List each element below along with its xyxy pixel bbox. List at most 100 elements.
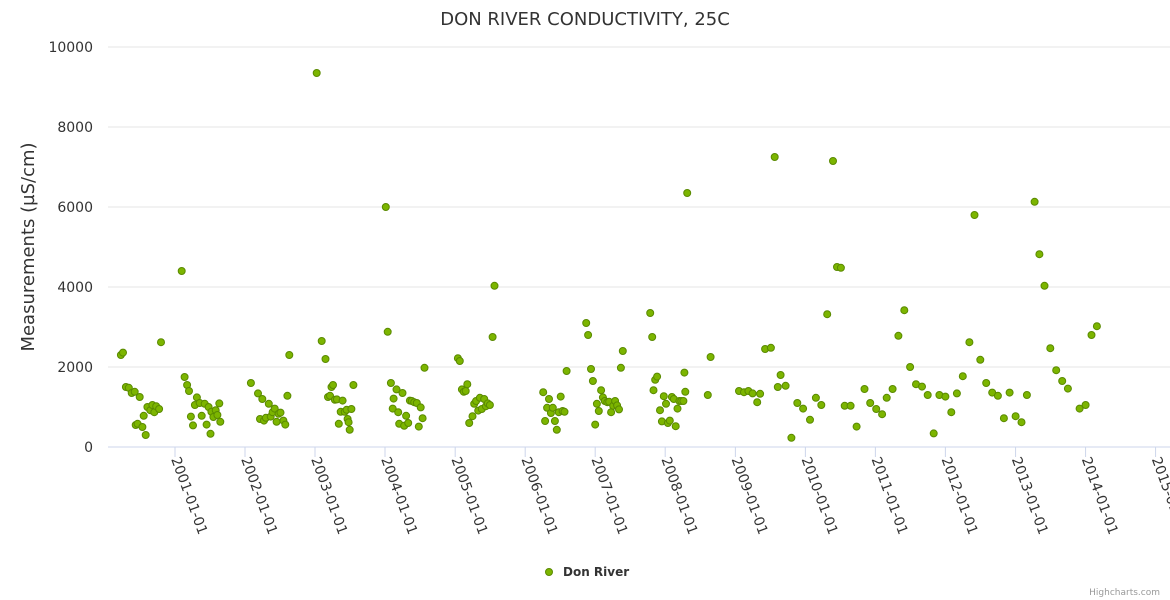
data-point[interactable] [618, 347, 627, 355]
data-point[interactable] [334, 419, 343, 428]
data-point[interactable] [119, 348, 127, 357]
data-point[interactable] [817, 401, 826, 409]
data-point[interactable] [866, 399, 875, 407]
data-point[interactable] [562, 367, 571, 375]
data-point[interactable] [588, 377, 597, 385]
data-point[interactable] [1075, 404, 1084, 413]
data-point[interactable] [918, 382, 926, 391]
data-point[interactable] [283, 391, 292, 400]
data-point[interactable] [541, 417, 550, 425]
data-point[interactable] [1035, 250, 1044, 259]
credits-link[interactable]: Highcharts.com [1089, 588, 1160, 598]
data-point[interactable] [157, 338, 165, 347]
data-point[interactable] [999, 414, 1008, 423]
data-point[interactable] [560, 407, 569, 416]
data-point[interactable] [215, 399, 224, 408]
data-point[interactable] [1058, 377, 1067, 385]
data-point[interactable] [776, 371, 785, 379]
data-point[interactable] [894, 331, 903, 340]
data-point[interactable] [1030, 197, 1039, 206]
data-point[interactable] [202, 420, 211, 429]
legend-item-don-river[interactable]: Don River [563, 565, 629, 579]
legend[interactable]: Don River [545, 565, 630, 579]
data-point[interactable] [349, 381, 358, 389]
data-point[interactable] [683, 189, 692, 197]
data-point[interactable] [141, 431, 150, 439]
data-point[interactable] [616, 363, 625, 372]
data-point[interactable] [185, 387, 193, 395]
data-point[interactable] [550, 417, 559, 425]
data-point[interactable] [592, 399, 601, 408]
data-point[interactable] [468, 412, 477, 421]
data-point[interactable] [965, 338, 974, 347]
data-point[interactable] [597, 386, 606, 395]
data-point[interactable] [653, 372, 662, 381]
data-point[interactable] [681, 387, 690, 396]
data-point[interactable] [806, 415, 814, 424]
data-point[interactable] [582, 319, 591, 327]
data-point[interactable] [552, 425, 561, 434]
data-point[interactable] [386, 379, 395, 387]
data-point[interactable] [941, 392, 950, 401]
data-point[interactable] [180, 373, 189, 381]
data-point[interactable] [281, 420, 290, 429]
data-point[interactable] [993, 391, 1002, 400]
data-point[interactable] [189, 421, 197, 430]
data-point[interactable] [213, 411, 222, 419]
data-point[interactable] [455, 357, 464, 365]
data-point[interactable] [781, 381, 790, 390]
data-point[interactable] [748, 389, 757, 398]
data-point[interactable] [394, 408, 403, 417]
data-point[interactable] [587, 365, 595, 373]
data-point[interactable] [556, 392, 565, 401]
data-point[interactable] [485, 401, 494, 409]
data-point[interactable] [329, 381, 337, 389]
data-point[interactable] [270, 404, 279, 413]
data-point[interactable] [392, 385, 401, 394]
data-point[interactable] [465, 419, 474, 427]
data-point[interactable] [548, 403, 557, 412]
data-point[interactable] [846, 401, 855, 410]
data-point[interactable] [216, 417, 225, 426]
data-point[interactable] [345, 425, 354, 434]
data-point[interactable] [584, 331, 593, 339]
data-point[interactable] [952, 389, 961, 398]
data-point[interactable] [799, 404, 808, 413]
data-point[interactable] [155, 405, 164, 413]
data-point[interactable] [793, 399, 802, 407]
data-point[interactable] [317, 337, 326, 345]
data-point[interactable] [398, 389, 407, 397]
data-point[interactable] [461, 387, 470, 395]
data-point[interactable] [1022, 391, 1031, 399]
data-point[interactable] [545, 395, 553, 403]
data-point[interactable] [648, 333, 657, 341]
data-point[interactable] [338, 396, 347, 405]
data-point[interactable] [416, 403, 425, 412]
data-point[interactable] [923, 391, 932, 399]
data-point[interactable] [882, 393, 891, 402]
data-point[interactable] [276, 408, 285, 417]
data-point[interactable] [197, 411, 206, 420]
data-point[interactable] [344, 418, 353, 427]
data-point[interactable] [1052, 366, 1061, 375]
data-point[interactable] [389, 394, 398, 403]
data-point[interactable] [703, 391, 712, 399]
data-point[interactable] [662, 399, 670, 408]
data-point[interactable] [272, 417, 281, 426]
data-point[interactable] [383, 327, 392, 336]
data-point[interactable] [381, 203, 390, 211]
data-point[interactable] [388, 404, 397, 413]
data-point[interactable] [836, 263, 845, 272]
data-point[interactable] [285, 351, 294, 359]
data-point[interactable] [1011, 412, 1020, 421]
data-point[interactable] [615, 405, 623, 414]
data-point[interactable] [402, 411, 411, 420]
data-point[interactable] [860, 385, 869, 393]
data-point[interactable] [680, 368, 689, 377]
data-point[interactable] [186, 412, 195, 421]
data-point[interactable] [649, 386, 658, 395]
data-point[interactable] [1081, 401, 1090, 409]
data-point[interactable] [1063, 384, 1072, 393]
data-point[interactable] [1046, 344, 1055, 353]
data-point[interactable] [488, 333, 497, 341]
